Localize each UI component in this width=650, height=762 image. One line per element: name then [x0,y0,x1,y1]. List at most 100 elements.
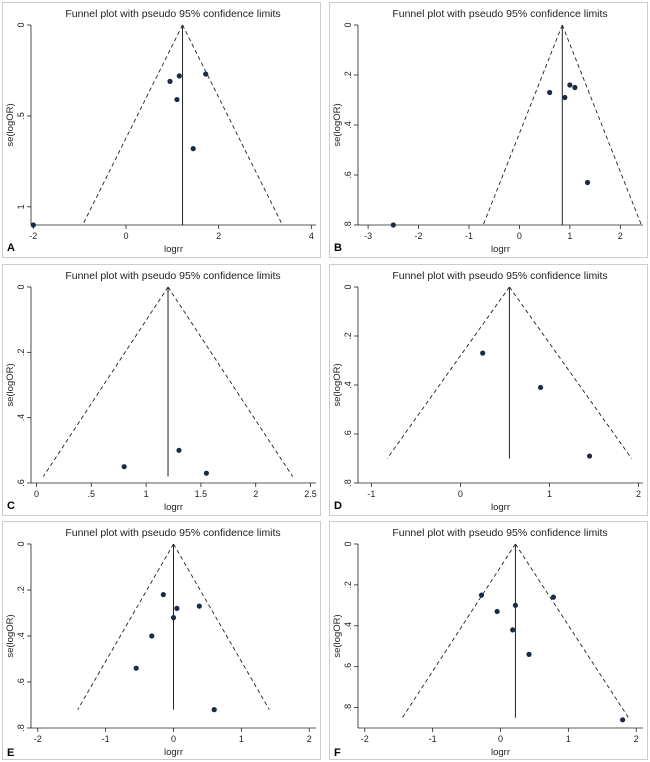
funnel-right-limit [167,286,294,477]
y-tick-label: .5 [16,112,26,120]
study-point [512,602,519,608]
y-tick-label: .4 [343,381,353,389]
x-tick-label: 0 [498,734,503,744]
study-point [547,89,553,96]
study-point [478,592,485,598]
y-tick-label: .4 [343,121,353,129]
funnel-left-limit [82,24,183,226]
x-axis-title: logrr [164,747,183,758]
y-tick-label: .2 [343,71,353,79]
x-tick-label: 2.5 [304,489,317,499]
study-point [174,96,180,103]
chart-title: Funnel plot with pseudo 95% confidence l… [392,8,607,20]
y-tick-label: .6 [16,479,26,487]
y-tick-label: .4 [16,632,26,640]
y-tick-label: .4 [343,622,353,630]
x-tick-label: -1 [367,489,375,499]
y-axis-title: se(logOR) [332,103,343,146]
funnel-right-limit [182,24,283,226]
y-axis-title: se(logOR) [5,614,16,657]
study-point [149,633,155,639]
y-tick-label: .8 [343,704,353,712]
funnel-panel-a: Funnel plot with pseudo 95% confidence l… [2,2,321,258]
x-tick-label: -2 [29,231,37,241]
y-tick-label: 1 [16,204,26,209]
x-tick-label: 1 [547,489,552,499]
x-tick-label: -1 [465,231,473,241]
x-tick-label: -1 [429,734,437,744]
y-tick-label: .8 [16,724,26,732]
study-point [586,453,593,459]
study-point [133,665,139,671]
x-axis-title: logrr [491,747,510,758]
funnel-right-limit [561,24,642,226]
funnel-panel-e: Funnel plot with pseudo 95% confidence l… [2,521,321,760]
x-tick-label: 2 [307,734,312,744]
x-axis-title: logrr [491,244,510,255]
y-tick-label: 0 [16,541,26,546]
panel-letter: E [7,747,15,759]
study-point [176,447,182,453]
funnel-right-limit [173,543,270,710]
x-tick-label: 2 [216,231,221,241]
x-tick-label: .5 [88,489,96,499]
funnel-left-limit [402,543,516,719]
funnel-left-limit [43,286,169,477]
study-point [562,94,568,101]
y-tick-label: .6 [16,678,26,686]
panel-letter: D [334,500,342,512]
funnel-panel-f: Funnel plot with pseudo 95% confidence l… [329,521,648,760]
x-axis-title: logrr [164,502,183,513]
y-axis-title: se(logOR) [5,103,16,146]
funnel-left-limit [482,24,563,226]
x-tick-label: 2 [634,734,639,744]
y-tick-label: 0 [343,541,353,546]
y-tick-label: .6 [343,663,353,671]
y-tick-label: .2 [16,349,26,357]
funnel-panel-c: Funnel plot with pseudo 95% confidence l… [2,264,321,516]
x-tick-label: -3 [364,231,372,241]
panel-letter: A [7,242,15,254]
study-point [30,222,36,228]
panel-letter: F [334,747,341,759]
study-point [390,222,396,228]
x-tick-label: 0 [458,489,463,499]
y-tick-label: 0 [343,22,353,27]
y-axis-title: se(logOR) [5,363,16,406]
chart-title: Funnel plot with pseudo 95% confidence l… [65,270,280,282]
study-point [211,707,217,713]
study-point [567,82,573,88]
chart-title: Funnel plot with pseudo 95% confidence l… [392,527,607,539]
y-tick-label: .6 [343,171,353,179]
panel-letter: C [7,500,15,512]
study-point [176,73,182,79]
x-tick-label: 2 [618,231,623,241]
study-point [494,608,500,615]
funnel-right-limit [515,543,629,719]
study-point [550,594,557,600]
x-axis-title: logrr [164,244,183,255]
x-tick-label: 1 [567,231,572,241]
y-tick-label: .8 [343,479,353,487]
study-point [160,592,166,598]
y-tick-label: 0 [343,284,353,289]
study-point [572,84,578,91]
funnel-plot-f: Funnel plot with pseudo 95% confidence l… [332,527,643,758]
x-tick-label: 0 [34,489,39,499]
study-point [526,651,532,657]
y-tick-label: .6 [343,430,353,438]
funnel-left-limit [77,543,174,710]
x-tick-label: 1 [144,489,149,499]
chart-title: Funnel plot with pseudo 95% confidence l… [65,8,280,20]
study-point [203,71,209,77]
y-tick-label: .2 [343,332,353,340]
y-tick-label: 0 [16,284,26,289]
study-point [167,78,173,84]
y-tick-label: .2 [16,586,26,594]
x-tick-label: 0 [171,734,176,744]
x-tick-label: 1 [239,734,244,744]
x-tick-label: 2 [636,489,641,499]
x-tick-label: -1 [102,734,110,744]
x-tick-label: -2 [415,231,423,241]
x-axis-title: logrr [491,502,510,513]
